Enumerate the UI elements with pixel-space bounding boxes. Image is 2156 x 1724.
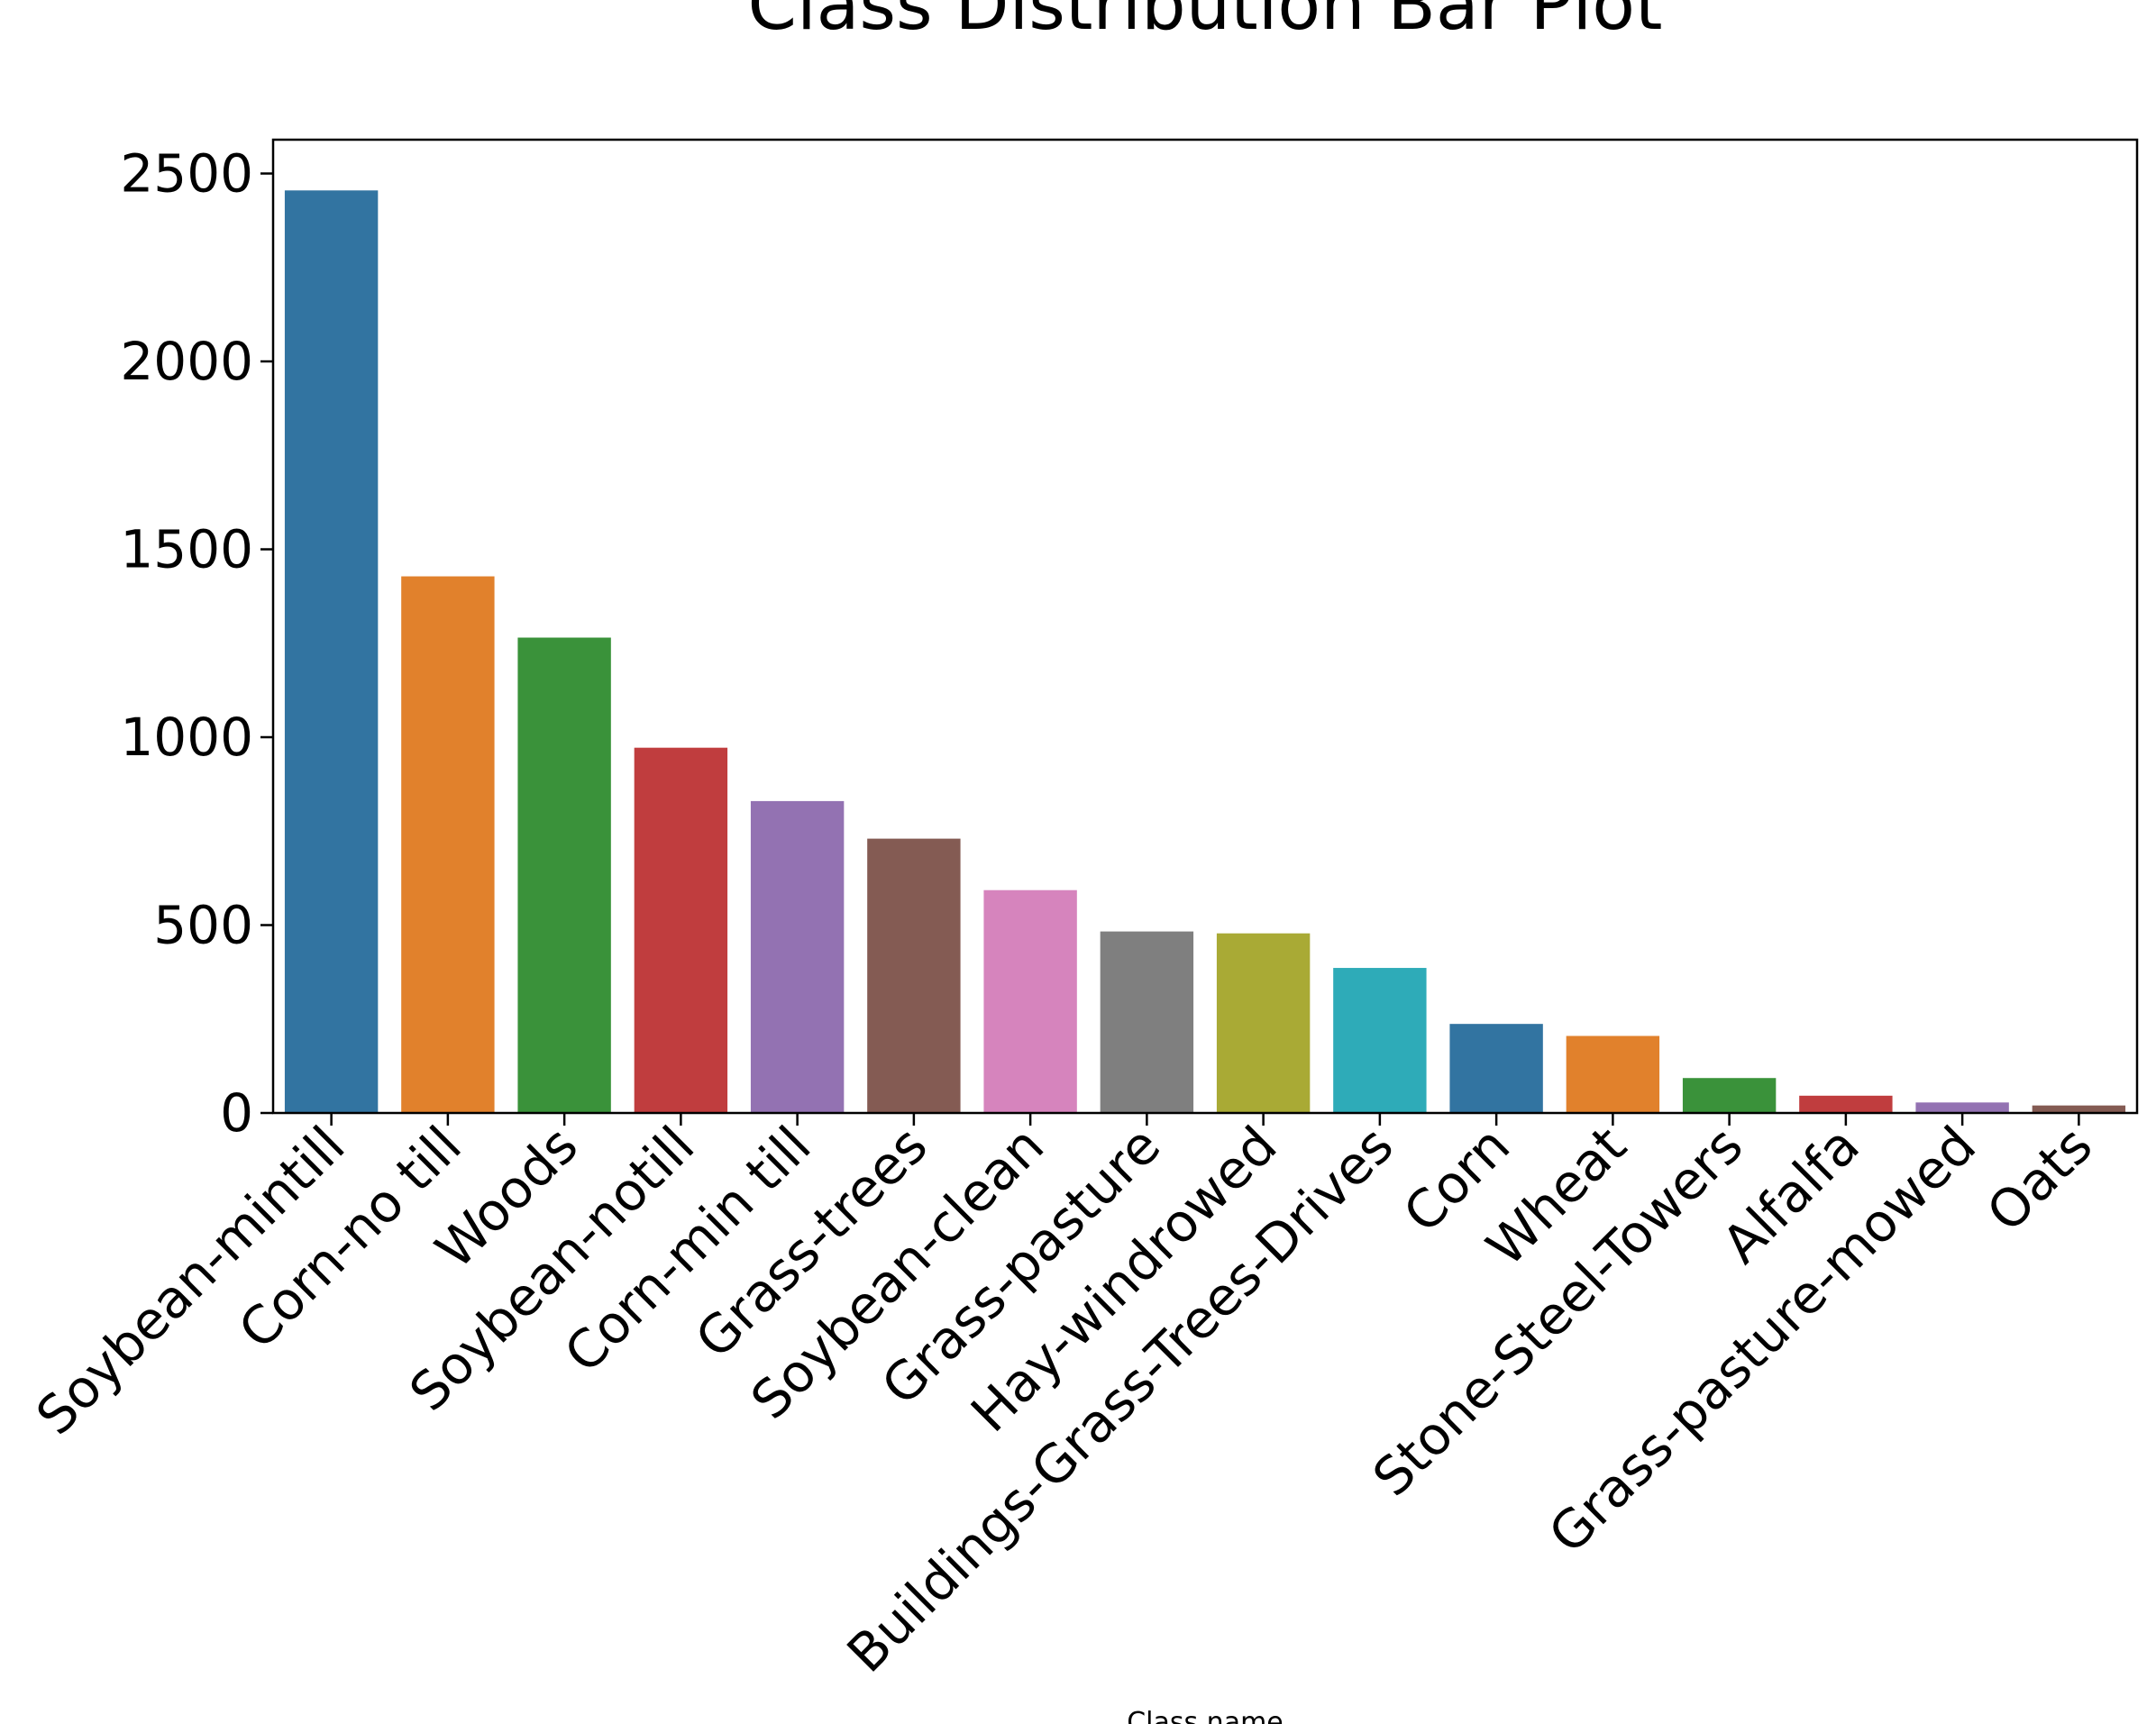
chart-title: Class Distribution Bar Plot [747,0,1662,46]
y-tick-label: 2500 [120,143,253,205]
bar-3 [634,747,728,1113]
bar-2 [517,637,611,1113]
bar-0 [284,190,379,1113]
y-tick-label: 1500 [120,519,253,580]
x-tick-label: Oats [1975,1115,2104,1244]
bar-6 [983,889,1077,1113]
bar-8 [1216,933,1311,1113]
bar-5 [867,838,961,1113]
bars [284,190,2126,1113]
y-tick-label: 500 [153,895,253,956]
plot-frame [271,138,2139,1115]
bar-13 [1799,1095,1893,1113]
bar-9 [1333,968,1427,1113]
y-axis: 0 500 1000 1500 2000 2500 [120,143,273,1144]
bar-14 [1915,1102,2009,1113]
x-axis-label: Class name [1127,1707,1284,1724]
bar-4 [750,800,845,1113]
bar-1 [401,576,495,1113]
bar-7 [1100,931,1194,1113]
bar-10 [1449,1024,1543,1113]
bar-11 [1566,1035,1660,1113]
y-tick-label: 0 [220,1082,253,1144]
y-tick-label: 1000 [120,707,253,768]
bar-12 [1682,1078,1777,1113]
y-tick-label: 2000 [120,331,253,392]
bar-15 [2032,1105,2126,1113]
